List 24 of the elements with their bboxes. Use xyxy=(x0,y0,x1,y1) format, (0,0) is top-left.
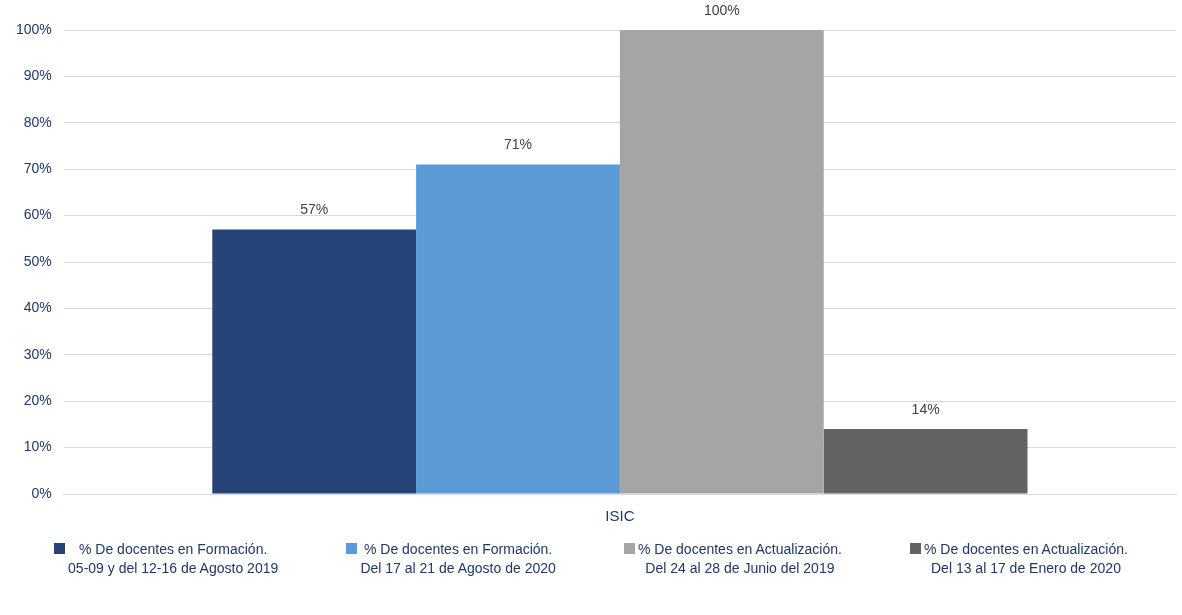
bar xyxy=(416,164,620,494)
y-tick-label: 10% xyxy=(23,438,52,455)
y-tick-label: 30% xyxy=(23,345,52,362)
y-tick-label: 100% xyxy=(15,20,52,37)
data-label: 71% xyxy=(503,136,533,153)
y-tick-label: 50% xyxy=(23,252,52,269)
y-tick-label: 70% xyxy=(23,160,52,177)
legend-label: % De docentes en Actualización. Del 13 al 17 de Enero de 2020 xyxy=(924,540,1128,578)
y-tick-label: 80% xyxy=(23,113,52,130)
data-label: 57% xyxy=(300,201,329,218)
data-label: 14% xyxy=(911,400,940,417)
bar xyxy=(212,229,417,494)
y-tick-label: 60% xyxy=(23,206,52,223)
y-tick-label: 20% xyxy=(23,392,52,409)
legend-label: % De docentes en Formación. 05-09 y del 12-16 de Agosto 2019 xyxy=(68,540,279,578)
data-label: 100% xyxy=(703,1,740,18)
legend-label: % De docentes en Formación. Del 17 al 21 de Agosto de 2020 xyxy=(360,540,556,578)
bar xyxy=(619,30,824,494)
legend-label: % De docentes en Actualización. Del 24 al 28 de Junio del 2019 xyxy=(637,540,842,578)
y-tick-label: 90% xyxy=(23,67,52,84)
y-tick-label: 40% xyxy=(23,299,52,316)
x-tick-label: ISIC xyxy=(605,507,635,525)
bar xyxy=(823,429,1028,494)
y-tick-label: 0% xyxy=(31,484,52,501)
